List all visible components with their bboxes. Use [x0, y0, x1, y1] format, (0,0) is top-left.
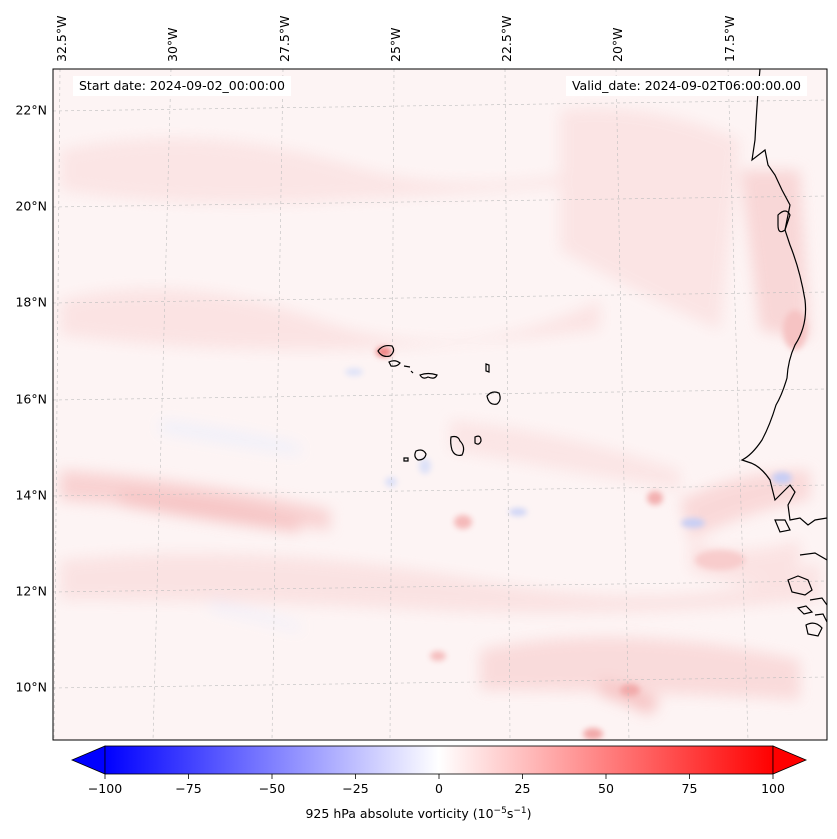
lon-label: 17.5°W	[722, 16, 737, 62]
colorbar-max-extend	[772, 745, 808, 775]
cape-verde-islands	[377, 344, 501, 462]
colorbar-tick-label: 25	[515, 781, 531, 796]
colorbar-tick-label: −25	[342, 781, 368, 796]
colorbar-label: 925 hPa absolute vorticity (10−5s−1)	[305, 806, 532, 822]
lat-label: 10°N	[15, 680, 47, 695]
colorbar-min-extend	[70, 745, 106, 775]
lat-label: 14°N	[15, 488, 47, 503]
colorbar-tick-label: 50	[598, 781, 614, 796]
lat-label: 20°N	[15, 199, 47, 214]
longitude-labels: 32.5°W 30°W 27.5°W 25°W 22.5°W 20°W 17.5…	[54, 16, 737, 62]
colorbar-tick-label: −75	[175, 781, 201, 796]
vorticity-field	[53, 69, 827, 740]
colorbar-gradient	[104, 745, 774, 775]
lat-label: 16°N	[15, 392, 47, 407]
latitude-labels: 22°N 20°N 18°N 16°N 14°N 12°N 10°N	[15, 103, 47, 695]
map-frame	[52, 68, 828, 741]
colorbar-tick-label: 100	[761, 781, 785, 796]
lon-label: 22.5°W	[499, 16, 514, 62]
africa-coastline	[740, 69, 827, 637]
colorbar-tick-label: 0	[435, 781, 443, 796]
lat-label: 22°N	[15, 103, 47, 118]
lat-label: 18°N	[15, 295, 47, 310]
graticule	[53, 69, 827, 740]
lon-label: 25°W	[388, 27, 403, 62]
lon-label: 30°W	[165, 27, 180, 62]
colorbar: −100 −75 −50 −25 0 25 50 75 100	[70, 745, 808, 796]
lat-label: 12°N	[15, 584, 47, 599]
colorbar-tick-label: −50	[259, 781, 285, 796]
valid-date-label: Valid_date: 2024-09-02T06:00:00.00	[565, 76, 807, 96]
start-date-label: Start date: 2024-09-02_00:00:00	[73, 76, 291, 96]
colorbar-tick-label: 75	[682, 781, 698, 796]
colorbar-tick-label: −100	[88, 781, 122, 796]
lon-label: 32.5°W	[54, 16, 69, 62]
lon-label: 27.5°W	[277, 16, 292, 62]
lon-label: 20°W	[610, 27, 625, 62]
